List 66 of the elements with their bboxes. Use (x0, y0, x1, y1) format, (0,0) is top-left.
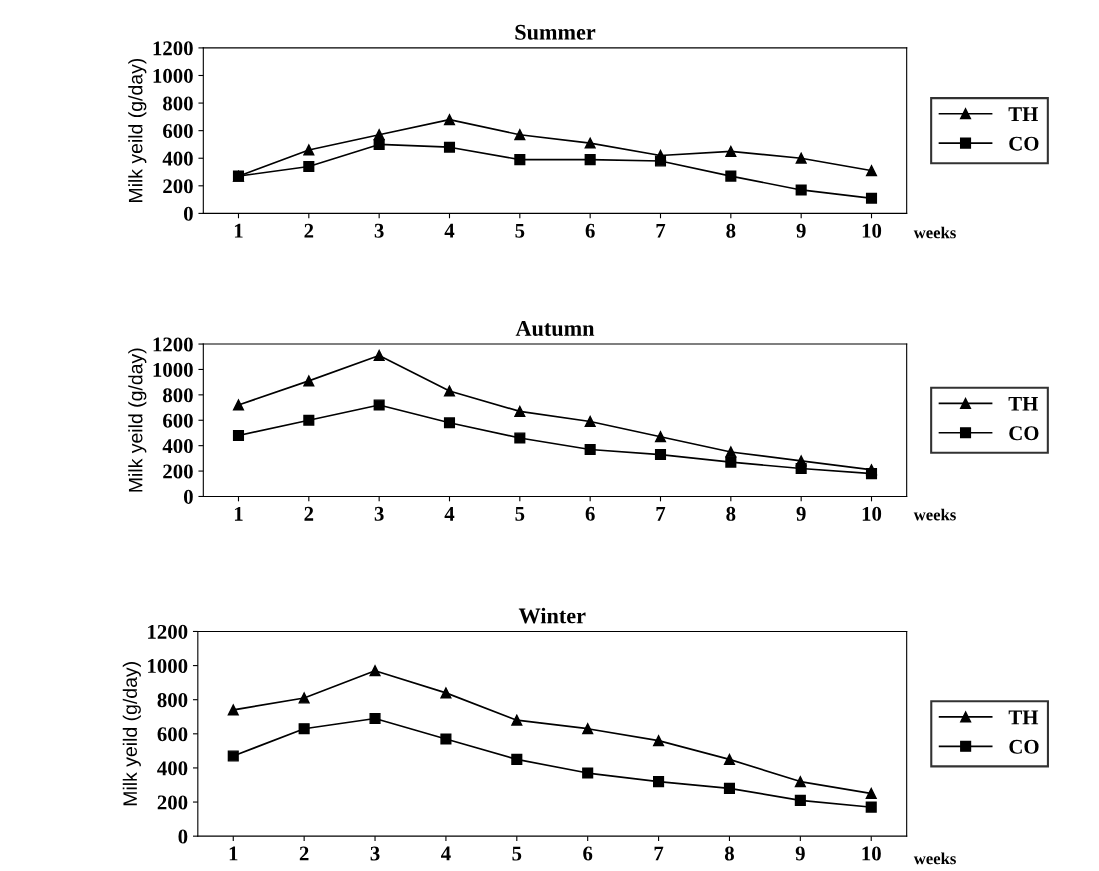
x-tick-label: 5 (515, 223, 525, 238)
x-tick-label: 8 (726, 223, 736, 238)
x-tick-label: 1 (234, 223, 243, 238)
y-tick-label: 800 (163, 96, 193, 111)
x-tick-label: 9 (796, 506, 806, 521)
legend-label: TH (1008, 107, 1038, 121)
legend-label: CO (1009, 739, 1039, 754)
y-tick-label: 1200 (153, 41, 193, 56)
x-tick-label: 5 (512, 846, 522, 861)
x-tick-label: 3 (370, 846, 380, 861)
x-tick-label: 2 (304, 223, 314, 238)
x-tick-label: 9 (795, 846, 805, 861)
y-tick-label: 200 (163, 179, 193, 194)
x-tick-label: 3 (374, 223, 384, 238)
x-tick-label: 7 (656, 223, 666, 238)
x-tick-label: 8 (726, 506, 736, 521)
y-tick-label: 0 (178, 829, 188, 844)
y-tick-label: 1000 (153, 68, 193, 83)
chart-title: Winter (518, 607, 586, 624)
y-tick-label: 0 (183, 489, 193, 504)
y-tick-label: 600 (163, 124, 193, 139)
y-axis-title: Milk yeild (g/day) (128, 348, 147, 492)
y-tick-label: 1200 (153, 337, 193, 352)
y-tick-label: 400 (157, 761, 188, 776)
x-tick-label: 6 (585, 506, 595, 521)
x-tick-label: 7 (656, 507, 666, 521)
x-tick-label: 10 (862, 223, 882, 238)
legend-label: CO (1009, 136, 1039, 151)
y-tick-label: 1000 (148, 658, 188, 674)
x-tick-label: 5 (515, 507, 525, 521)
y-tick-label: 200 (163, 464, 193, 479)
x-tick-label: 6 (585, 223, 595, 238)
y-axis-title: Milk yeild (g/day) (122, 662, 141, 806)
x-tick-label: 2 (304, 506, 314, 521)
y-tick-label: 400 (162, 151, 193, 166)
x-tick-label: 10 (862, 846, 881, 861)
y-tick-label: 600 (163, 413, 193, 428)
x-tick-label: 6 (583, 846, 593, 861)
y-tick-label: 0 (183, 206, 193, 221)
x-tick-label: 8 (724, 846, 734, 861)
legend-label: TH (1008, 396, 1038, 411)
y-tick-label: 200 (157, 795, 188, 810)
legend-label: TH (1008, 710, 1039, 725)
x-tick-label: 1 (234, 506, 243, 521)
x-axis-title: weeks (913, 852, 956, 865)
x-tick-label: 9 (796, 223, 806, 238)
x-tick-label: 10 (862, 506, 882, 521)
y-tick-label: 600 (157, 727, 188, 742)
chart-title: Summer (515, 24, 596, 40)
y-tick-label: 800 (163, 388, 193, 403)
x-tick-label: 7 (654, 846, 664, 861)
x-tick-label: 2 (299, 846, 309, 861)
x-axis-title: weeks (913, 508, 956, 521)
y-tick-label: 400 (162, 439, 193, 454)
y-tick-label: 1000 (153, 362, 193, 377)
legend-label: CO (1009, 426, 1039, 441)
y-tick-label: 800 (157, 693, 188, 708)
y-tick-label: 1200 (148, 624, 188, 639)
chart-title: Autumn (515, 321, 595, 336)
y-axis-title: Milk yeild (g/day) (128, 58, 147, 202)
x-tick-label: 3 (374, 506, 384, 521)
x-tick-label: 1 (229, 846, 238, 861)
x-tick-label: 4 (444, 506, 455, 521)
x-tick-label: 4 (444, 223, 455, 238)
x-tick-label: 4 (441, 846, 451, 861)
x-axis-title: weeks (913, 226, 956, 239)
